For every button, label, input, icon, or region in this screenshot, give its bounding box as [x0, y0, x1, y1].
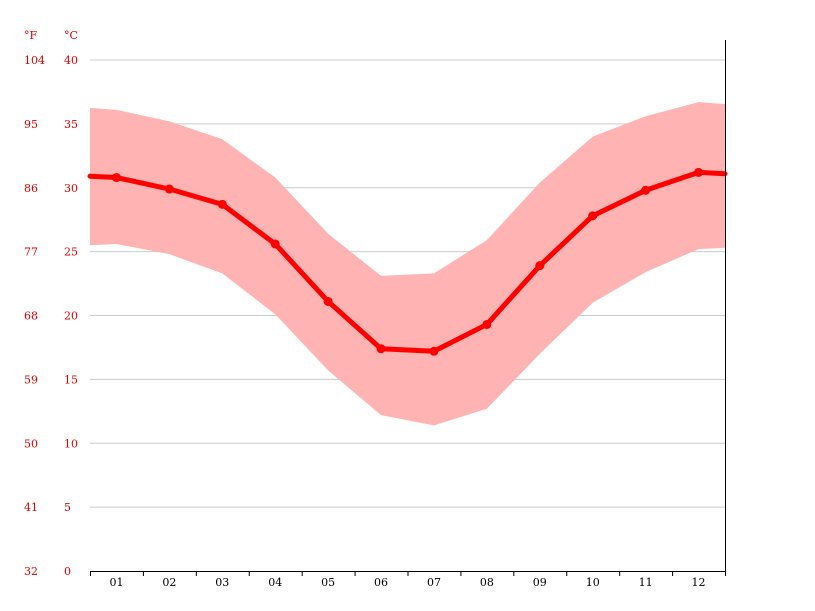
y-tick-label-fahrenheit: 95 — [24, 118, 38, 131]
x-tick-label: 07 — [427, 576, 441, 589]
y-tick-label-celsius: 5 — [64, 501, 71, 514]
x-axis-months: 01 02 03 04 05 06 07 08 09 10 11 12 — [90, 40, 726, 589]
x-tick-label: 11 — [639, 576, 653, 589]
mean-point — [376, 344, 386, 354]
x-tick-label: 04 — [268, 576, 282, 589]
x-tick-label: 10 — [586, 576, 600, 589]
mean-temperature-line — [87, 169, 728, 354]
y-tick-label-celsius: 15 — [64, 373, 78, 386]
y-tick-label-celsius: 30 — [64, 182, 78, 195]
mean-point — [588, 211, 598, 221]
y-tick-label-celsius: 0 — [64, 565, 71, 578]
mean-point — [217, 199, 227, 209]
mean-point — [111, 173, 121, 183]
y-tick-label-fahrenheit: 59 — [24, 373, 38, 386]
x-tick-label: 01 — [109, 576, 123, 589]
x-tick-label: 12 — [692, 576, 706, 589]
y-axis-fahrenheit: °F 32 41 50 59 68 77 86 95 104 — [24, 29, 45, 578]
y-tick-label-fahrenheit: 104 — [24, 54, 45, 67]
mean-line — [87, 169, 728, 354]
mean-point — [482, 319, 492, 329]
x-tick-label: 06 — [374, 576, 388, 589]
y-tick-label-celsius: 35 — [64, 118, 78, 131]
celsius-unit-label: °C — [64, 29, 78, 42]
mean-point — [535, 261, 545, 271]
temperature-range-band — [90, 102, 725, 426]
y-tick-label-fahrenheit: 86 — [24, 182, 38, 195]
y-tick-label-fahrenheit: 32 — [24, 565, 38, 578]
x-tick-label: 08 — [480, 576, 494, 589]
y-tick-label-celsius: 20 — [64, 310, 78, 323]
y-tick-label-celsius: 40 — [64, 54, 78, 67]
x-tick-label: 05 — [321, 576, 335, 589]
y-tick-label-fahrenheit: 41 — [24, 501, 38, 514]
y-tick-label-fahrenheit: 50 — [24, 437, 38, 450]
fahrenheit-unit-label: °F — [24, 29, 38, 42]
y-tick-label-fahrenheit: 68 — [24, 310, 38, 323]
mean-point — [694, 167, 704, 177]
min-max-band — [90, 102, 725, 426]
x-tick-label: 09 — [533, 576, 547, 589]
mean-point — [641, 185, 651, 195]
y-tick-label-celsius: 25 — [64, 246, 78, 259]
x-tick-label: 02 — [162, 576, 176, 589]
y-tick-label-fahrenheit: 77 — [24, 246, 38, 259]
mean-point — [270, 239, 280, 249]
mean-temperature-points — [111, 167, 704, 356]
y-tick-label-celsius: 10 — [64, 437, 78, 450]
mean-point — [429, 346, 439, 356]
x-tick-label: 03 — [215, 576, 229, 589]
mean-point — [164, 184, 174, 194]
y-axis-celsius: °C 0 5 10 15 20 25 30 35 40 — [64, 29, 78, 578]
mean-point — [323, 296, 333, 306]
